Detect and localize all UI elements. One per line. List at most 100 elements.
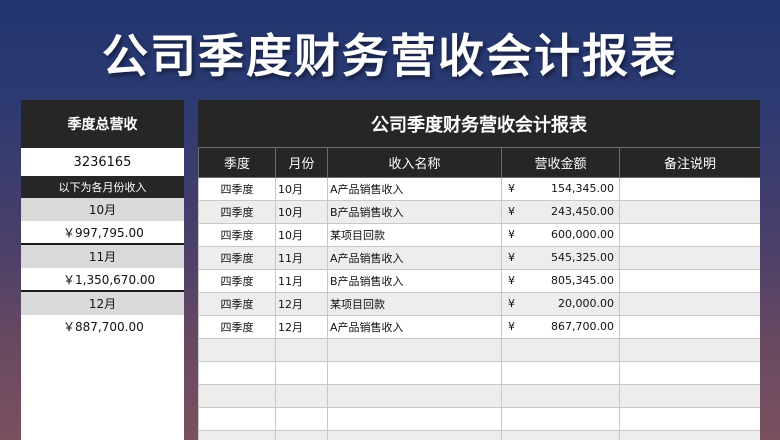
currency-symbol: ¥ — [508, 297, 515, 310]
table-row: 四季度 12月 某项目回款 ¥20,000.00 — [198, 292, 760, 316]
col-note: 备注说明 — [619, 147, 760, 178]
table-row: 四季度 11月 B产品销售收入 ¥805,345.00 — [198, 269, 760, 293]
month-value-dec: ￥887,700.00 — [63, 319, 144, 334]
currency-symbol: ¥ — [508, 228, 515, 241]
cell-amount[interactable]: ¥20,000.00 — [501, 292, 620, 316]
cell-month[interactable]: 12月 — [275, 292, 328, 316]
col-quarter: 季度 — [198, 147, 276, 178]
cell-amount[interactable] — [501, 361, 620, 385]
cell-amount[interactable]: ¥545,325.00 — [501, 246, 620, 270]
cell-month[interactable]: 11月 — [275, 269, 328, 293]
cell-quarter[interactable] — [198, 384, 276, 408]
currency-symbol: ¥ — [508, 205, 515, 218]
cell-month[interactable] — [275, 384, 328, 408]
currency-symbol: ¥ — [508, 182, 515, 195]
cell-quarter[interactable]: 四季度 — [198, 246, 276, 270]
cell-name[interactable] — [327, 430, 502, 440]
cell-amount[interactable]: ¥600,000.00 — [501, 223, 620, 247]
cell-name[interactable]: A产品销售收入 — [327, 246, 502, 270]
currency-symbol: ¥ — [508, 251, 515, 264]
currency-symbol: ¥ — [508, 274, 515, 287]
cell-amount[interactable] — [501, 338, 620, 362]
summary-header: 季度总营收 — [21, 100, 184, 148]
cell-quarter[interactable]: 四季度 — [198, 292, 276, 316]
cell-quarter[interactable] — [198, 361, 276, 385]
cell-month[interactable] — [275, 407, 328, 431]
cell-quarter[interactable]: 四季度 — [198, 200, 276, 224]
amount-value: 154,345.00 — [551, 182, 614, 195]
summary-subheader: 以下为各月份收入 — [21, 176, 184, 198]
amount-value: 545,325.00 — [551, 251, 614, 264]
cell-name[interactable]: B产品销售收入 — [327, 269, 502, 293]
month-value-nov: ￥1,350,670.00 — [21, 268, 184, 292]
cell-quarter[interactable] — [198, 407, 276, 431]
cell-name[interactable]: 某项目回款 — [327, 223, 502, 247]
cell-month[interactable]: 10月 — [275, 177, 328, 201]
cell-quarter[interactable]: 四季度 — [198, 315, 276, 339]
cell-note[interactable] — [619, 177, 760, 201]
cell-month[interactable]: 10月 — [275, 200, 328, 224]
cell-note[interactable] — [619, 338, 760, 362]
cell-note[interactable] — [619, 315, 760, 339]
cell-quarter[interactable] — [198, 338, 276, 362]
cell-note[interactable] — [619, 200, 760, 224]
cell-month[interactable]: 11月 — [275, 246, 328, 270]
cell-amount[interactable]: ¥243,450.00 — [501, 200, 620, 224]
cell-note[interactable] — [619, 430, 760, 440]
revenue-table-panel: 公司季度财务营收会计报表 季度 月份 收入名称 营收金额 备注说明 四季度 10月… — [198, 100, 760, 440]
cell-amount[interactable] — [501, 430, 620, 440]
summary-total: 3236165 — [73, 154, 132, 170]
cell-name[interactable]: A产品销售收入 — [327, 177, 502, 201]
cell-amount[interactable]: ¥867,700.00 — [501, 315, 620, 339]
table-row — [198, 361, 760, 385]
table-row: 四季度 12月 A产品销售收入 ¥867,700.00 — [198, 315, 760, 339]
cell-name[interactable] — [327, 384, 502, 408]
table-header-row: 季度 月份 收入名称 营收金额 备注说明 — [198, 147, 760, 178]
page-title: 公司季度财务营收会计报表 — [102, 29, 678, 83]
cell-month[interactable] — [275, 430, 328, 440]
cell-quarter[interactable]: 四季度 — [198, 269, 276, 293]
cell-note[interactable] — [619, 407, 760, 431]
col-amount: 营收金额 — [501, 147, 620, 178]
cell-note[interactable] — [619, 384, 760, 408]
cell-note[interactable] — [619, 246, 760, 270]
table-title: 公司季度财务营收会计报表 — [198, 100, 760, 147]
table-row — [198, 384, 760, 408]
cell-amount[interactable]: ¥805,345.00 — [501, 269, 620, 293]
cell-note[interactable] — [619, 292, 760, 316]
cell-name[interactable]: B产品销售收入 — [327, 200, 502, 224]
cell-name[interactable]: A产品销售收入 — [327, 315, 502, 339]
cell-month[interactable]: 12月 — [275, 315, 328, 339]
table-row — [198, 338, 760, 362]
col-name: 收入名称 — [327, 147, 502, 178]
month-value-oct: ￥997,795.00 — [21, 221, 184, 245]
table-row: 四季度 10月 某项目回款 ¥600,000.00 — [198, 223, 760, 247]
cell-quarter[interactable]: 四季度 — [198, 177, 276, 201]
cell-month[interactable] — [275, 338, 328, 362]
cell-month[interactable] — [275, 361, 328, 385]
cell-note[interactable] — [619, 269, 760, 293]
cell-note[interactable] — [619, 223, 760, 247]
cell-name[interactable] — [327, 407, 502, 431]
amount-value: 805,345.00 — [551, 274, 614, 287]
cell-name[interactable] — [327, 361, 502, 385]
cell-amount[interactable] — [501, 384, 620, 408]
table-row: 四季度 11月 A产品销售收入 ¥545,325.00 — [198, 246, 760, 270]
table-body: 四季度 10月 A产品销售收入 ¥154,345.00 四季度 10月 B产品销售收入 ¥24… — [198, 177, 760, 440]
table-row — [198, 430, 760, 440]
amount-value: 20,000.00 — [558, 297, 614, 310]
currency-symbol: ¥ — [508, 320, 515, 333]
col-month: 月份 — [275, 147, 328, 178]
cell-name[interactable] — [327, 338, 502, 362]
cell-quarter[interactable] — [198, 430, 276, 440]
cell-amount[interactable]: ¥154,345.00 — [501, 177, 620, 201]
cell-name[interactable]: 某项目回款 — [327, 292, 502, 316]
cell-quarter[interactable]: 四季度 — [198, 223, 276, 247]
summary-panel: 季度总营收 3236165 以下为各月份收入 10月 ￥997,795.00 1… — [21, 100, 184, 440]
cell-amount[interactable] — [501, 407, 620, 431]
table-row: 四季度 10月 A产品销售收入 ¥154,345.00 — [198, 177, 760, 201]
table-row — [198, 407, 760, 431]
month-label-nov: 11月 — [21, 245, 184, 268]
cell-month[interactable]: 10月 — [275, 223, 328, 247]
cell-note[interactable] — [619, 361, 760, 385]
